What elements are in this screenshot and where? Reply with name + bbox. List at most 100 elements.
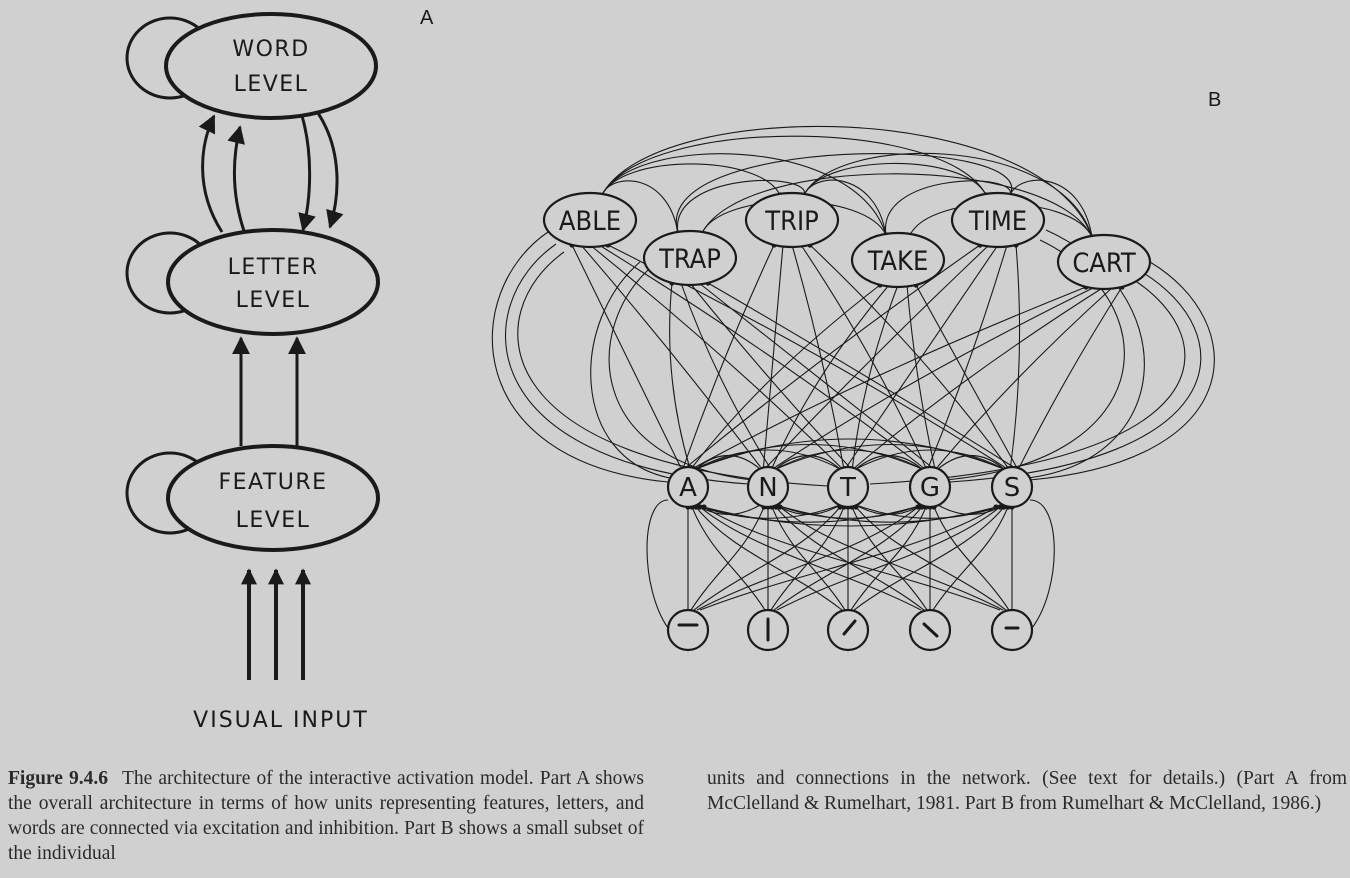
feature-letter-connection — [779, 506, 1004, 611]
word-letter-outer-connection — [1029, 261, 1215, 481]
word-word-connection — [701, 173, 1093, 238]
letter-word-connection — [855, 286, 1105, 468]
letter-word-connection — [571, 244, 681, 468]
letter-node-label: S — [1004, 473, 1021, 503]
feature-outer-connection — [1029, 499, 1055, 629]
word-node-label: TRAP — [658, 244, 721, 275]
word-word-connection — [803, 152, 1093, 238]
letter-word-connection — [809, 244, 1008, 468]
feature-letter-connection — [695, 506, 843, 611]
letter-word-connection — [762, 244, 784, 468]
word-word-connection — [675, 153, 1013, 234]
word-node-time — [950, 191, 1046, 249]
connection-terminal-dot — [915, 504, 921, 510]
letter-word-connection — [689, 282, 850, 468]
word-letter-outer-connection — [505, 243, 749, 485]
connection-terminal-dot — [697, 504, 703, 510]
word-node-label: TAKE — [867, 246, 929, 277]
letter-node-label: N — [758, 473, 777, 503]
caption-text-right: units and connections in the network. (S… — [707, 768, 1347, 814]
letter-letter-connection — [695, 443, 923, 470]
letter-node-g — [908, 465, 952, 509]
word-node-cart — [1056, 233, 1152, 291]
feature-level-node — [166, 444, 380, 552]
word-letter-outer-connection — [517, 251, 829, 487]
letter-word-connection — [846, 244, 999, 468]
word-to-letter-connection — [298, 115, 316, 232]
letter-letter-connection — [855, 455, 923, 470]
letter-word-connection — [695, 286, 1087, 468]
word-letter-outer-connection — [608, 269, 753, 481]
diagonal-right-glyph — [842, 619, 857, 636]
feature-letter-connection — [933, 506, 1010, 611]
feature-level-label: FEATURE — [218, 470, 327, 495]
feature-letter-connection — [776, 506, 1001, 611]
word-word-connection — [601, 153, 887, 236]
word-level-node — [164, 12, 378, 120]
feature-node-short-horizontal — [990, 608, 1034, 652]
connection-terminal-dot — [701, 504, 707, 510]
letter-word-connection — [589, 244, 841, 468]
connection-terminal-dot — [997, 504, 1003, 510]
letter-node-a — [666, 465, 710, 509]
feature-letter-connection — [691, 506, 766, 611]
feature-letter-connection — [853, 506, 1005, 611]
letter-letter-connection — [695, 504, 841, 519]
feature-letter-connection — [932, 506, 1009, 611]
letter-to-word-connection — [198, 114, 224, 233]
letter-letter-connection — [775, 443, 1005, 470]
word-word-connection — [601, 180, 679, 234]
letter-word-connection — [937, 286, 1114, 468]
letter-node-label: A — [679, 473, 697, 503]
word-letter-outer-connection — [869, 279, 1186, 485]
word-node-take — [850, 231, 946, 289]
letter-word-connection — [775, 286, 1096, 468]
feature-letter-connection — [696, 506, 919, 611]
word-node-label: CART — [1072, 248, 1135, 279]
panel-b: B ABLE TRIP TIME TRAP TAKE CART A N T G S — [491, 89, 1221, 652]
letter-word-connection — [1009, 244, 1021, 468]
letter-letter-connection — [695, 449, 841, 470]
visual-input-label: VISUAL INPUT — [193, 708, 369, 733]
word-word-connection — [885, 180, 1011, 236]
letter-word-connection — [698, 282, 932, 468]
letter-word-connection — [906, 284, 936, 468]
word-word-connection — [803, 179, 887, 236]
word-level-label: LEVEL — [234, 72, 309, 97]
feature-letter-connection — [699, 506, 922, 611]
feature-level-label: LEVEL — [236, 508, 311, 533]
letter-word-connection — [682, 244, 775, 468]
word-letter-outer-connection — [949, 271, 1202, 483]
figure-caption-left: Figure 9.4.6 The architecture of the inte… — [8, 766, 644, 866]
letter-letter-connection — [855, 449, 1005, 470]
letter-word-connection — [791, 244, 845, 468]
word-word-connection — [601, 135, 987, 196]
word-word-connection — [1009, 179, 1093, 238]
letter-word-connection — [707, 282, 1014, 468]
caption-text-left: The architecture of the interactive acti… — [8, 768, 644, 864]
network-connections — [491, 125, 1215, 629]
word-node-label: ABLE — [559, 206, 621, 237]
feature-node-horizontal-bar — [666, 608, 710, 652]
word-to-letter-connection — [316, 112, 344, 229]
word-word-connection — [677, 180, 805, 234]
letter-word-connection — [669, 282, 691, 468]
letter-letter-connection — [775, 449, 923, 470]
letter-letter-connection — [855, 504, 1005, 519]
letter-node-label: T — [839, 473, 856, 503]
network-nodes: ABLE TRIP TIME TRAP TAKE CART A N T G S — [542, 191, 1152, 652]
word-level-label: WORD — [232, 37, 309, 62]
word-node-label: TRIP — [764, 206, 819, 237]
feature-letter-connection — [690, 506, 765, 611]
feature-letter-connection — [703, 506, 1001, 611]
letter-to-word-connection — [227, 125, 246, 232]
word-node-label: TIME — [968, 206, 1027, 237]
letter-word-connection — [598, 244, 923, 468]
feature-letter-connection — [699, 506, 997, 611]
letter-word-connection — [851, 284, 899, 468]
letter-letter-connection — [937, 455, 1005, 470]
figure-id: Figure 9.4.6 — [8, 768, 108, 789]
letter-level-label: LEVEL — [236, 288, 311, 313]
letter-word-connection — [927, 244, 1008, 468]
connection-terminal-dot — [777, 504, 783, 510]
